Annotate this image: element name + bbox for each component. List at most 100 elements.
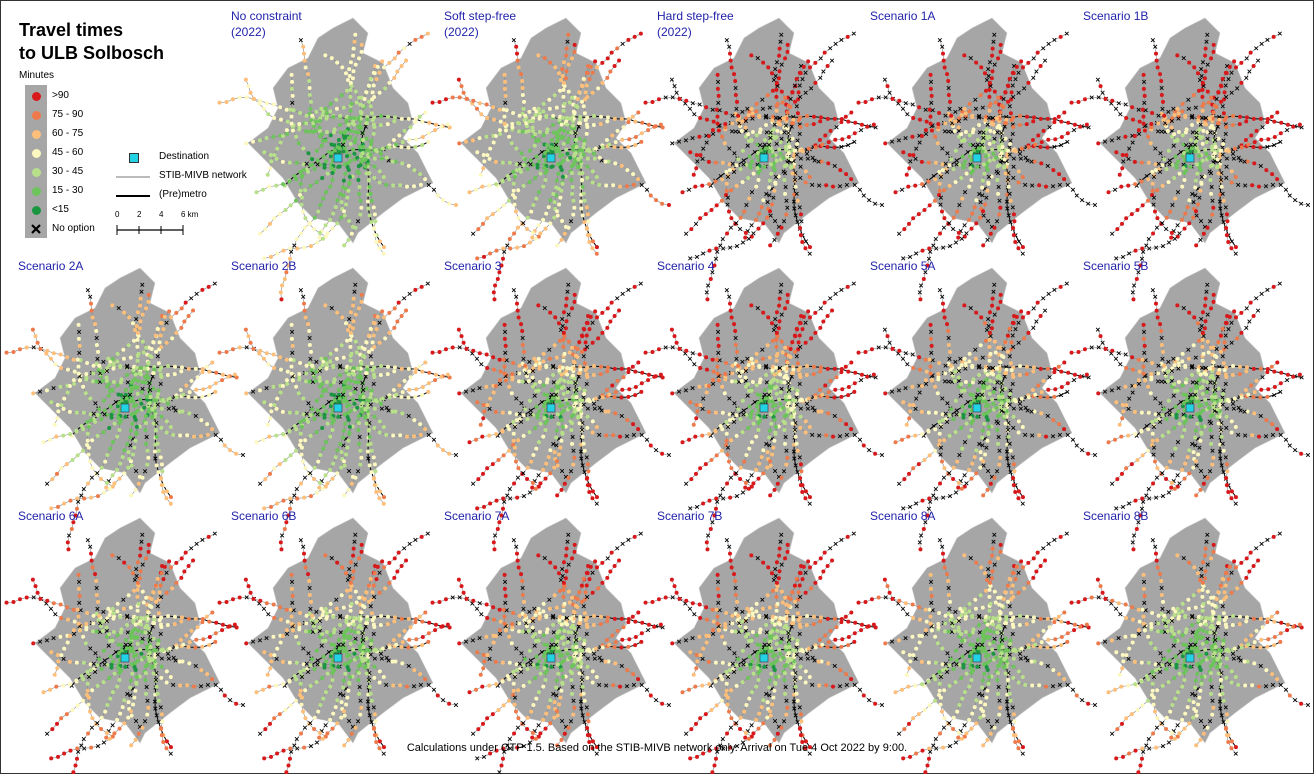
network-stop <box>294 177 299 182</box>
network-stop <box>981 162 986 167</box>
network-stop <box>585 414 590 419</box>
network-stop <box>427 370 432 375</box>
network-stop <box>562 378 567 383</box>
network-stop <box>577 90 582 95</box>
network-stop <box>367 213 372 218</box>
network-stop <box>1209 95 1214 100</box>
no-option-stop <box>1205 136 1210 141</box>
no-option-stop <box>947 106 952 112</box>
network-stop <box>582 142 587 147</box>
network-stop <box>301 146 306 151</box>
network-stop <box>30 327 35 332</box>
no-option-stop <box>568 219 574 224</box>
network-stop <box>582 198 587 203</box>
no-option-stop <box>725 174 731 180</box>
no-option-stop <box>981 213 986 218</box>
network-stop <box>763 146 768 151</box>
network-stop <box>564 303 569 308</box>
network-stop <box>109 415 114 420</box>
network-stop <box>950 122 955 127</box>
network-stop <box>419 34 424 39</box>
network-stop <box>772 167 777 172</box>
no-option-stop <box>1229 70 1234 75</box>
network-stop <box>687 437 692 442</box>
no-option-stop <box>783 123 789 128</box>
network-stop <box>511 438 516 443</box>
network-stop <box>262 256 267 261</box>
network-stop <box>135 358 140 363</box>
network-stop <box>478 172 483 177</box>
network-stop <box>299 445 304 450</box>
network-stop <box>520 329 525 334</box>
network-stop <box>343 171 348 176</box>
network-stop <box>118 380 123 385</box>
network-stop <box>706 159 711 164</box>
network-stop <box>936 125 941 130</box>
no-option-stop <box>779 32 784 37</box>
network-stop <box>298 169 303 174</box>
network-stop <box>1016 180 1021 185</box>
no-option-stop <box>728 225 734 230</box>
network-stop <box>969 177 974 182</box>
no-option-stop <box>923 270 928 275</box>
no-option-stop <box>212 281 217 286</box>
network-stop <box>680 440 685 445</box>
network-stop <box>413 367 418 372</box>
network-stop <box>159 345 164 350</box>
no-option-stop <box>992 32 997 37</box>
network-stop <box>314 490 319 495</box>
network-stop <box>337 396 342 401</box>
network-stop <box>491 367 496 372</box>
no-option-stop <box>298 37 303 43</box>
no-option-stop <box>1166 109 1171 114</box>
network-stop <box>523 363 528 368</box>
network-stop <box>90 315 95 320</box>
network-line <box>726 290 750 392</box>
network-stop <box>706 133 711 138</box>
network-stop <box>563 76 568 81</box>
no-option-stop <box>913 156 918 161</box>
network-stop <box>226 374 231 379</box>
network-stop <box>807 245 812 250</box>
network-stop <box>502 371 507 376</box>
network-stop <box>369 448 374 453</box>
network-stop <box>342 213 347 218</box>
network-stop <box>902 227 907 232</box>
network-stop <box>770 338 775 343</box>
network-stop <box>294 160 299 165</box>
network-stop <box>560 67 565 72</box>
network-stop <box>571 462 576 467</box>
network-stop <box>559 237 564 242</box>
network-stop <box>308 244 313 249</box>
network-stop <box>76 336 81 341</box>
no-option-stop <box>861 193 866 198</box>
no-option-stop <box>773 66 778 72</box>
no-option-stop <box>758 143 763 148</box>
network-stop <box>1008 198 1013 203</box>
network-stop <box>456 327 461 332</box>
network-stop <box>302 58 307 63</box>
network-stop <box>970 130 975 135</box>
network-stop <box>420 393 425 398</box>
network-stop <box>301 162 306 167</box>
network-stop <box>373 219 378 224</box>
network-stop <box>418 432 423 437</box>
network-stop <box>554 399 559 404</box>
network-stop <box>831 184 836 189</box>
no-option-stop <box>995 130 1000 135</box>
network-stop <box>564 46 569 51</box>
no-option-stop <box>809 86 814 91</box>
network-stop <box>427 120 432 125</box>
network-stop <box>585 374 590 379</box>
network-stop <box>331 211 336 216</box>
no-option-stop <box>980 105 985 110</box>
network-stop <box>594 425 599 430</box>
network-stop <box>727 51 732 56</box>
network-stop <box>564 69 569 74</box>
no-option-stop <box>1220 104 1225 109</box>
network-stop <box>124 396 129 401</box>
network-stop <box>1209 144 1214 149</box>
network-stop <box>783 306 788 311</box>
network-stop <box>365 117 370 122</box>
network-stop <box>756 150 761 155</box>
